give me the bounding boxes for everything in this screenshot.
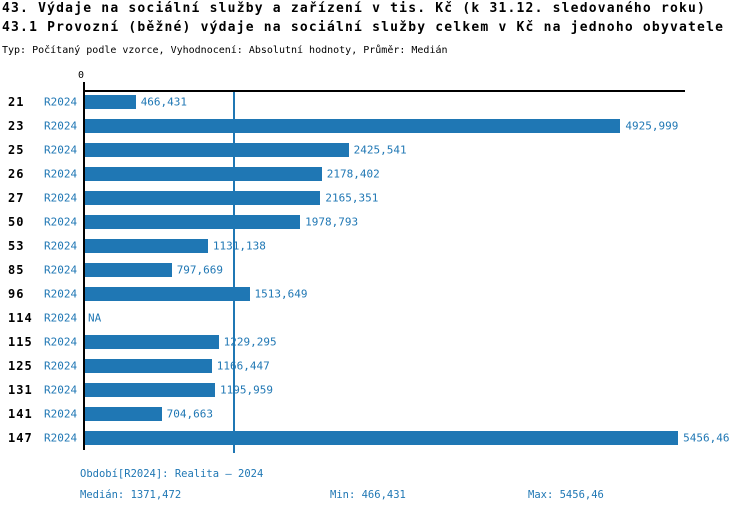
row-series-label: R2024	[44, 191, 78, 205]
x-axis-zero-tick-label: 0	[77, 70, 85, 81]
chart-row: 141 R2024 704,663	[0, 402, 750, 426]
y-axis-line	[83, 82, 85, 450]
row-series-label: R2024	[44, 335, 78, 349]
chart-row: 114 R2024 NA	[0, 306, 750, 330]
chart-row: 115 R2024 1229,295	[0, 330, 750, 354]
value-label: NA	[88, 311, 102, 325]
row-series-label: R2024	[44, 287, 78, 301]
value-label: 1229,295	[223, 335, 277, 349]
chart-subtitle: 43.1 Provozní (běžné) výdaje na sociální…	[2, 20, 725, 35]
value-label: 1166,447	[216, 359, 270, 373]
legend-period-label: Období[R2024]: Realita – 2024	[80, 468, 264, 480]
value-label: 1195,959	[220, 383, 273, 397]
row-category-label: 115	[8, 335, 33, 349]
row-series-label: R2024	[44, 407, 78, 421]
value-bar	[85, 119, 621, 133]
value-label: 1978,793	[305, 215, 359, 229]
row-category-label: 27	[8, 191, 25, 205]
row-series-label: R2024	[44, 119, 78, 133]
row-category-label: 114	[8, 311, 33, 325]
row-category-label: 26	[8, 167, 25, 181]
value-bar	[85, 407, 162, 421]
row-series-label: R2024	[44, 143, 78, 157]
value-bar	[85, 143, 349, 157]
row-category-label: 25	[8, 143, 25, 157]
value-bar	[85, 215, 301, 229]
row-category-label: 53	[8, 239, 25, 253]
value-bar	[85, 359, 212, 373]
value-bar	[85, 167, 322, 181]
value-label: 2165,351	[325, 191, 379, 205]
row-series-label: R2024	[44, 95, 78, 109]
value-bar	[85, 263, 172, 277]
value-label: 704,663	[166, 407, 213, 421]
value-bar	[85, 95, 136, 109]
row-category-label: 23	[8, 119, 25, 133]
row-series-label: R2024	[44, 167, 78, 181]
value-label: 1131,138	[212, 239, 266, 253]
chart-row: 53 R2024 1131,138	[0, 234, 750, 258]
value-bar	[85, 287, 250, 301]
value-bar	[85, 431, 679, 445]
row-category-label: 21	[8, 95, 25, 109]
row-category-label: 141	[8, 407, 33, 421]
row-category-label: 125	[8, 359, 33, 373]
row-category-label: 85	[8, 263, 25, 277]
chart-row: 85 R2024 797,669	[0, 258, 750, 282]
chart-row: 21 R2024 466,431	[0, 90, 750, 114]
row-category-label: 50	[8, 215, 25, 229]
median-line	[233, 92, 236, 453]
chart-row: 25 R2024 2425,541	[0, 138, 750, 162]
x-axis-top-line	[83, 90, 685, 92]
row-series-label: R2024	[44, 239, 78, 253]
row-series-label: R2024	[44, 263, 78, 277]
chart-row: 131 R2024 1195,959	[0, 378, 750, 402]
chart-row: 23 R2024 4925,999	[0, 114, 750, 138]
chart-rows: 21 R2024 466,431 23 R2024 4925,999 25 R2024 2425…	[0, 90, 750, 450]
value-bar	[85, 383, 215, 397]
row-category-label: 131	[8, 383, 33, 397]
row-category-label: 147	[8, 431, 33, 445]
row-series-label: R2024	[44, 215, 78, 229]
stat-max-label: Max: 5456,46	[528, 489, 604, 501]
chart-row: 125 R2024 1166,447	[0, 354, 750, 378]
value-bar	[85, 239, 208, 253]
value-label: 1513,649	[254, 287, 308, 301]
row-series-label: R2024	[44, 311, 78, 325]
chart-meta: Typ: Počítaný podle vzorce, Vyhodnocení:…	[2, 45, 448, 56]
value-bar	[85, 335, 219, 349]
chart-row: 147 R2024 5456,46	[0, 426, 750, 450]
chart-row: 50 R2024 1978,793	[0, 210, 750, 234]
chart-title: 43. Výdaje na sociální služby a zařízení…	[2, 1, 707, 16]
stat-min-label: Min: 466,431	[330, 489, 406, 501]
value-label: 797,669	[176, 263, 224, 277]
chart-row: 27 R2024 2165,351	[0, 186, 750, 210]
value-label: 466,431	[140, 95, 188, 109]
row-series-label: R2024	[44, 431, 78, 445]
value-bar	[85, 191, 321, 205]
value-label: 4925,999	[625, 119, 679, 133]
chart-row: 26 R2024 2178,402	[0, 162, 750, 186]
value-label: 2178,402	[326, 167, 380, 181]
row-series-label: R2024	[44, 359, 78, 373]
value-label: 2425,541	[353, 143, 407, 157]
row-category-label: 96	[8, 287, 25, 301]
stat-median-label: Medián: 1371,472	[80, 489, 182, 501]
chart-row: 96 R2024 1513,649	[0, 282, 750, 306]
value-label: 5456,46	[683, 431, 730, 445]
row-series-label: R2024	[44, 383, 78, 397]
